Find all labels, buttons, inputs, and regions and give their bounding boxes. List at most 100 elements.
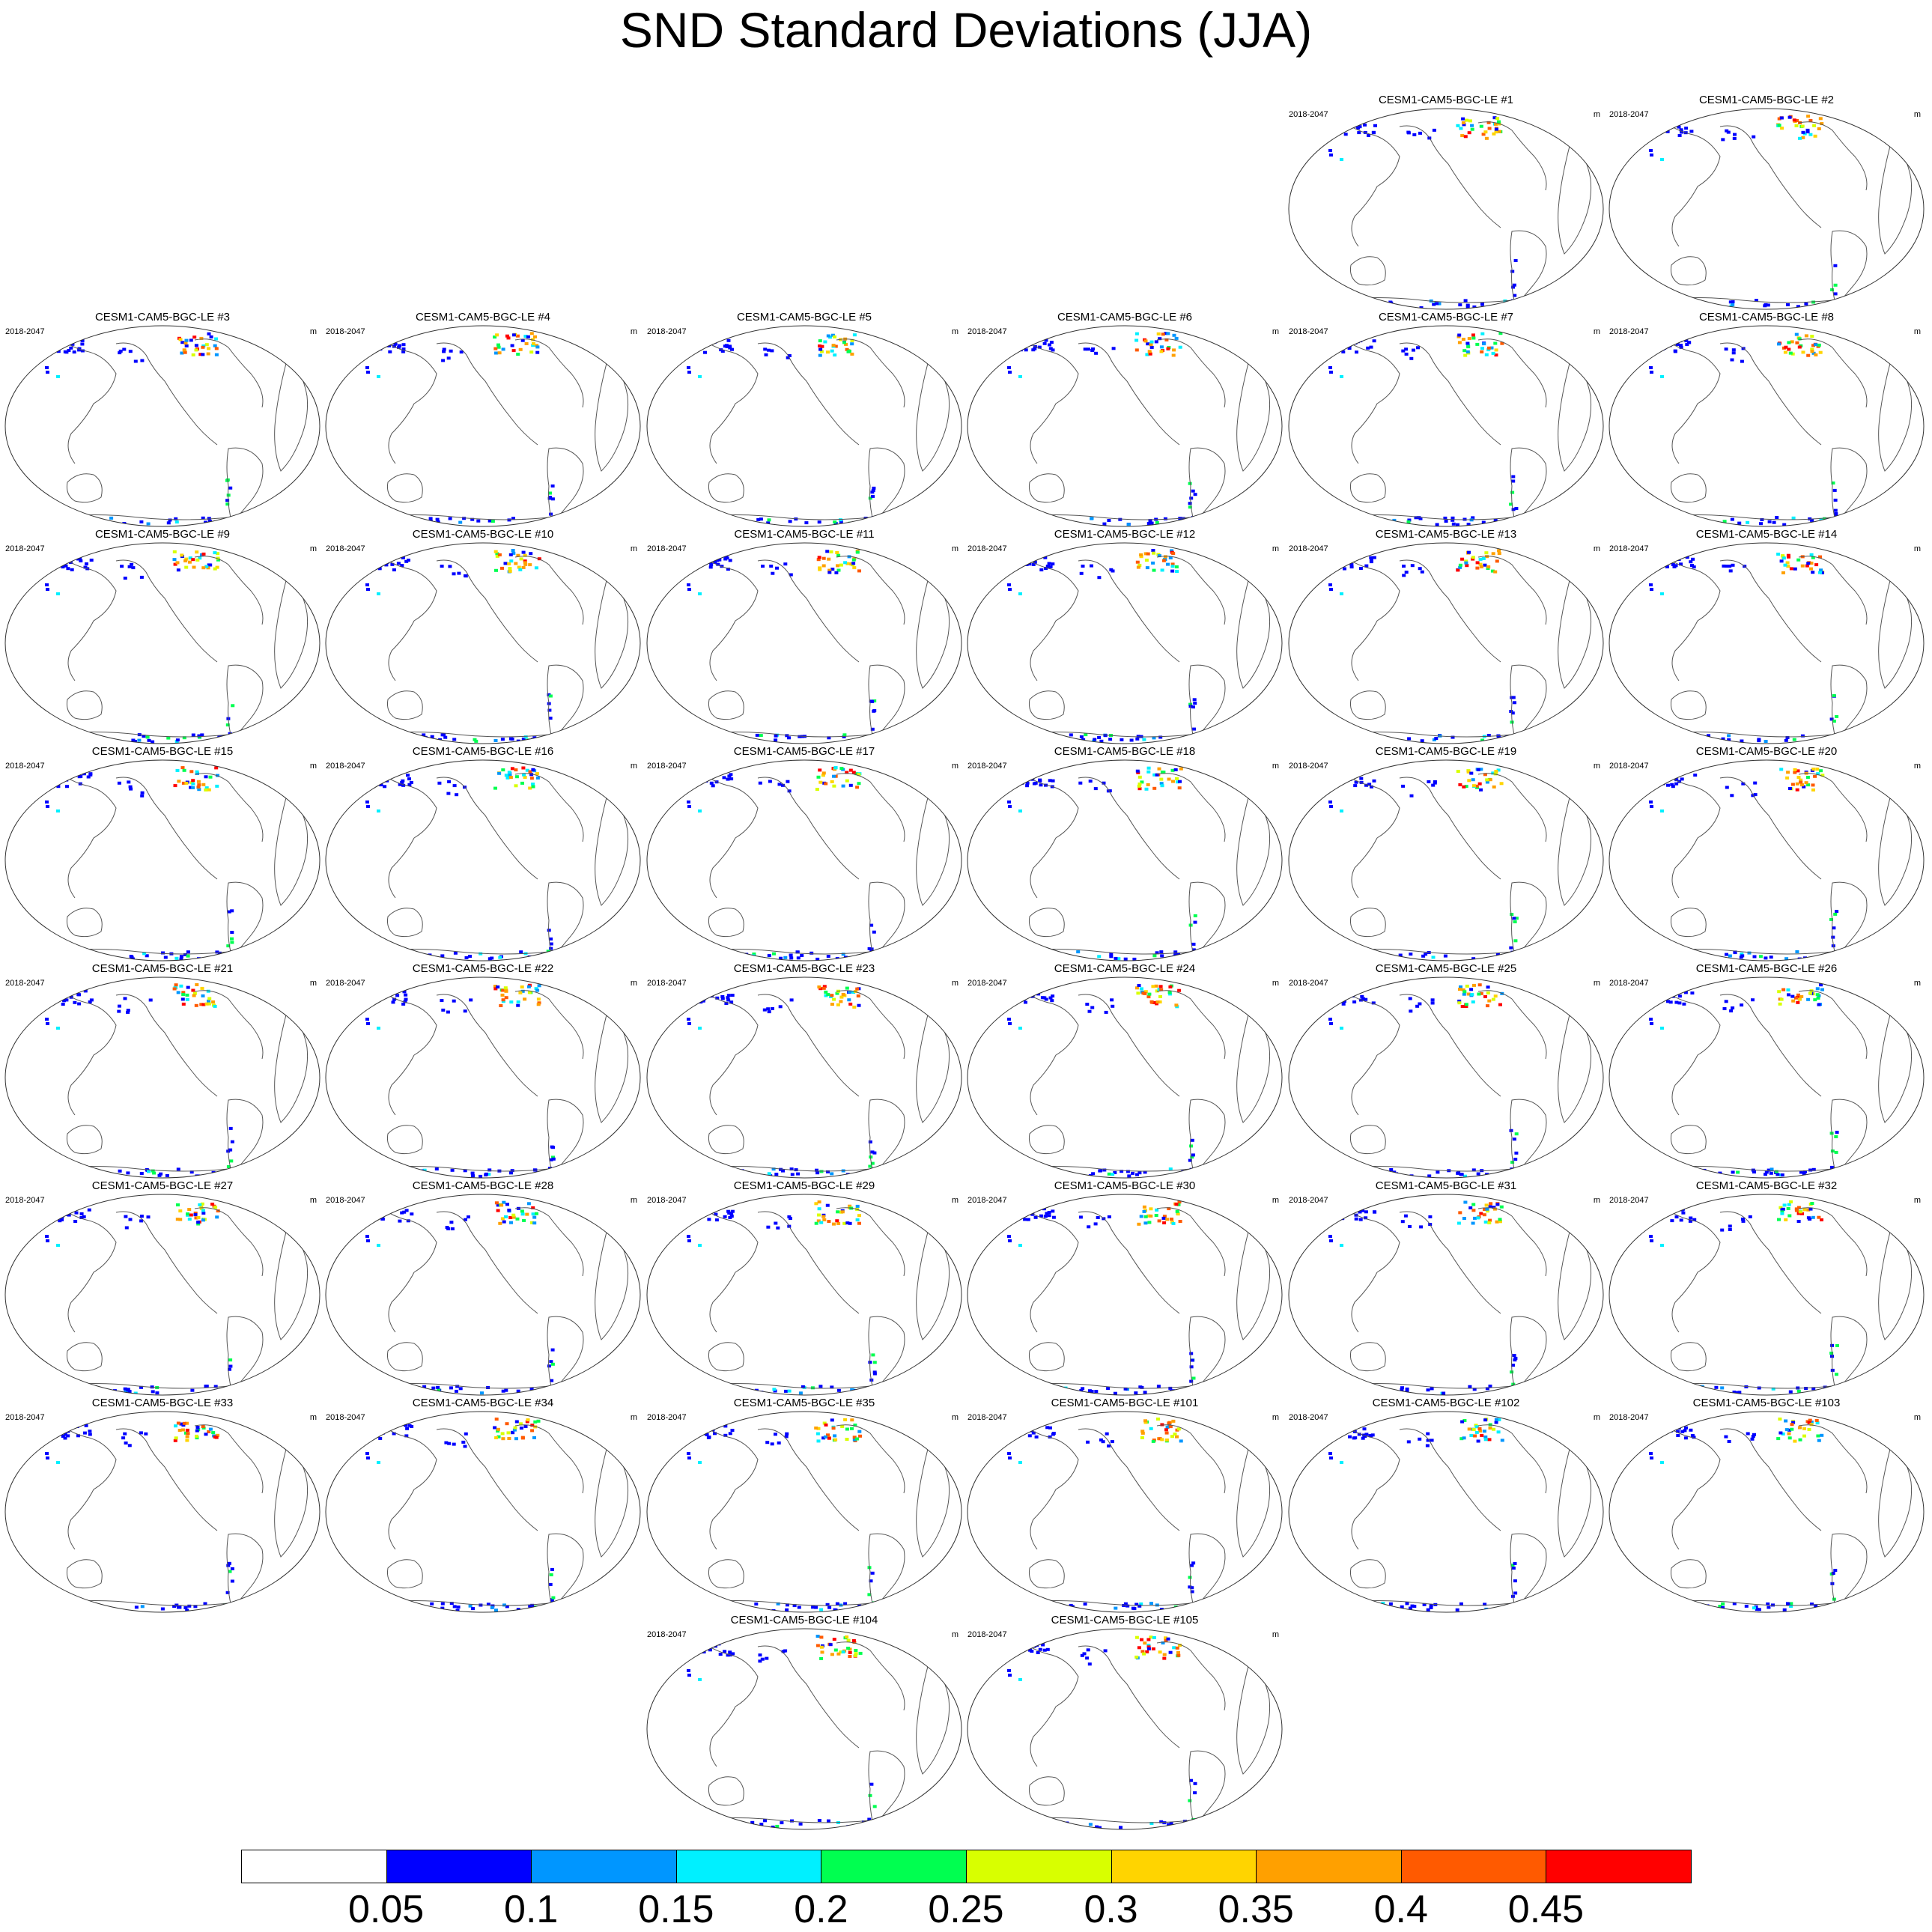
snow-cell xyxy=(1541,1389,1546,1393)
snow-cell xyxy=(1486,985,1490,989)
snow-cell xyxy=(1785,561,1790,565)
snow-cell xyxy=(926,1821,931,1825)
snow-cell xyxy=(1693,774,1698,777)
snow-cell xyxy=(180,1428,185,1432)
snow-cell xyxy=(1665,1206,1670,1210)
snow-cell xyxy=(1465,564,1469,568)
snow-cell xyxy=(1457,1001,1462,1005)
snow-cell xyxy=(500,1217,505,1221)
coastline xyxy=(368,732,602,738)
snow-cell xyxy=(1353,784,1358,788)
snow-cell xyxy=(1349,562,1354,566)
world-map xyxy=(646,976,962,1179)
snow-cell xyxy=(1815,993,1820,997)
snow-cell xyxy=(832,1638,836,1641)
snow-cell xyxy=(1687,1603,1692,1607)
snow-cell xyxy=(1731,348,1736,352)
snow-cell xyxy=(1143,1221,1148,1225)
coastline xyxy=(226,1099,264,1176)
snow-cell xyxy=(881,1167,886,1171)
snow-cell xyxy=(1476,1172,1480,1176)
coastline xyxy=(708,690,744,720)
snow-cell xyxy=(1497,1418,1501,1421)
snow-cell xyxy=(1170,768,1175,772)
snow-cell xyxy=(1191,1376,1196,1380)
snow-cell xyxy=(1779,997,1784,1001)
snow-cell xyxy=(798,1391,803,1395)
snow-cell xyxy=(174,956,179,960)
snow-cell xyxy=(215,950,219,954)
snow-cell xyxy=(407,777,411,781)
panel-title: CESM1-CAM5-BGC-LE #15 xyxy=(91,745,234,758)
snow-cell xyxy=(452,1442,456,1446)
snow-cell xyxy=(126,1009,130,1012)
snow-cell xyxy=(867,738,872,742)
snow-cell xyxy=(1111,1173,1115,1176)
snow-cell xyxy=(1372,303,1376,307)
panel-title: CESM1-CAM5-BGC-LE #20 xyxy=(1695,745,1838,758)
snow-cell xyxy=(139,1215,144,1218)
snow-cell xyxy=(1118,517,1123,521)
snow-cell xyxy=(1477,992,1481,996)
snow-cell xyxy=(196,786,201,789)
snow-cell xyxy=(227,1385,231,1389)
snow-cell xyxy=(817,1207,821,1211)
panel-unit: m xyxy=(1913,979,1921,988)
snow-cell xyxy=(1492,132,1496,136)
snow-cell xyxy=(1668,1390,1672,1394)
snow-cell xyxy=(1025,1608,1030,1611)
snow-cell xyxy=(1069,733,1073,737)
coastline xyxy=(55,770,117,899)
panel-title: CESM1-CAM5-BGC-LE #2 xyxy=(1698,94,1835,106)
snow-cell xyxy=(1671,957,1676,961)
snow-cell xyxy=(535,988,540,992)
snow-cell xyxy=(1450,518,1455,522)
snow-cell xyxy=(870,699,875,703)
snow-cell xyxy=(1888,1390,1892,1394)
snow-cell xyxy=(1569,1606,1573,1610)
coastline xyxy=(1156,556,1226,625)
snow-cell xyxy=(493,347,498,350)
snow-cell xyxy=(1783,350,1787,354)
snow-cell xyxy=(521,550,526,554)
snow-cell xyxy=(698,1212,702,1215)
snow-cell xyxy=(781,783,785,787)
panel-unit: m xyxy=(951,327,959,336)
snow-cell xyxy=(1147,992,1152,996)
snow-cell xyxy=(1136,735,1140,738)
snow-cell xyxy=(365,1018,369,1021)
snow-cell xyxy=(493,1426,497,1430)
snow-cell xyxy=(696,1170,701,1174)
snow-cell xyxy=(178,338,183,341)
snow-cell xyxy=(1156,1418,1160,1421)
snow-cell xyxy=(1470,127,1474,131)
snow-cell xyxy=(303,1606,307,1610)
coastline xyxy=(274,571,308,689)
snow-cell xyxy=(762,1008,767,1012)
coastline xyxy=(1029,1559,1065,1589)
snow-cell xyxy=(589,1171,593,1175)
snow-cell xyxy=(1031,562,1036,566)
snow-cell xyxy=(383,1427,387,1430)
snow-cell xyxy=(1733,133,1737,136)
snow-cell xyxy=(1033,1173,1037,1177)
snow-cell xyxy=(529,773,534,777)
map-panel: CESM1-CAM5-BGC-LE #8 2018-2047 m xyxy=(1608,311,1925,528)
coastline xyxy=(1078,994,1180,1097)
snow-cell xyxy=(1245,736,1249,740)
snow-cell xyxy=(1796,305,1800,309)
snow-cell xyxy=(79,559,83,562)
snow-cell xyxy=(174,1424,177,1428)
snow-cell xyxy=(1709,740,1713,744)
map-border xyxy=(1609,759,1925,962)
snow-cell xyxy=(848,1221,852,1225)
map-border xyxy=(646,1194,962,1396)
panel-period: 2018-2047 xyxy=(967,1630,1007,1639)
snow-cell xyxy=(300,734,304,738)
snow-cell xyxy=(390,1209,394,1212)
snow-cell xyxy=(708,565,713,569)
snow-cell xyxy=(1184,521,1188,525)
map-border xyxy=(646,759,962,962)
snow-cell xyxy=(1189,953,1194,956)
snow-cell xyxy=(552,1167,556,1171)
